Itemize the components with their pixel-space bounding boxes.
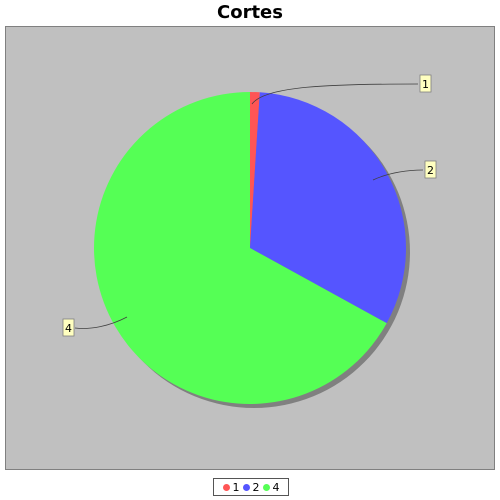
slice-label-box [62,318,75,337]
slice-label-2: 2 [424,160,437,179]
legend-swatch-icon [262,483,270,491]
legend-label: 1 [232,480,240,494]
legend-label: 2 [252,480,260,494]
leader-line-4 [74,316,128,329]
pie-slice-2[interactable] [250,92,406,324]
legend-label: 4 [272,480,280,494]
slice-label-1: 1 [419,74,432,93]
slice-label-box [419,74,432,93]
leader-line-2 [372,169,424,181]
pie-slice-4[interactable] [93,92,387,404]
legend-swatch-icon [222,483,230,491]
legend-item-2: 2 [242,480,260,494]
slice-label-4: 4 [62,318,75,337]
chart-title: Cortes [217,2,283,23]
slice-label-box [424,160,437,179]
slice-label-text: 1 [422,78,429,91]
leader-line-1 [251,83,419,105]
legend-swatch-icon [242,483,250,491]
legend-item-4: 4 [262,480,280,494]
slice-label-text: 2 [427,164,434,177]
pie-slice-1[interactable] [250,92,260,248]
slice-label-text: 4 [65,322,72,335]
legend-item-1: 1 [222,480,240,494]
